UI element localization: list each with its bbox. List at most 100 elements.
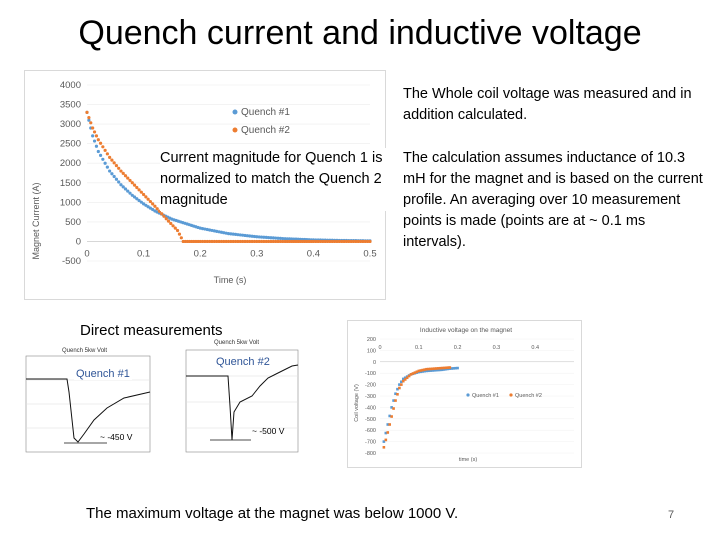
quench2-point	[87, 115, 91, 120]
quench2-point	[212, 239, 216, 244]
quench2-point	[259, 239, 264, 244]
quench1-point	[87, 118, 91, 122]
quench2-point	[126, 176, 130, 180]
voltage-quench2-point	[407, 374, 411, 378]
quench1-point	[259, 235, 264, 239]
quench2-point	[179, 236, 183, 240]
quench2-point	[205, 239, 209, 244]
quench2-point	[198, 239, 202, 244]
voltage-y-tick-label: -800	[365, 451, 376, 457]
voltage-quench1-point	[454, 366, 457, 370]
quench2-point	[94, 134, 99, 138]
quench2-point	[123, 174, 128, 178]
voltage-quench2-point	[392, 407, 395, 410]
voltage-quench1-point	[392, 399, 395, 402]
quench2-point	[142, 192, 146, 197]
conclusion: The maximum voltage at the magnet was be…	[86, 505, 459, 522]
quench1-point	[92, 139, 97, 143]
scope2-trace: Quench 5kw Volt	[185, 340, 299, 453]
x-tick-label: 0.4	[307, 248, 320, 259]
voltage-quench2-point	[419, 369, 423, 372]
quench2-point	[366, 239, 370, 244]
quench2-point	[340, 239, 344, 244]
quench1-point	[269, 236, 273, 240]
quench2-point	[321, 239, 325, 244]
scope2-panel: Quench 5kw Volt	[176, 336, 302, 460]
quench1-point	[105, 165, 109, 169]
quench2-point	[361, 239, 365, 244]
quench2-point	[229, 239, 233, 244]
y-tick-label: 0	[76, 236, 81, 247]
voltage-quench1-point	[382, 440, 386, 443]
voltage-quench2-point	[448, 366, 452, 369]
quench2-point	[262, 239, 266, 244]
voltage-quench2-point	[421, 368, 424, 372]
quench2-point	[342, 239, 346, 244]
quench1-point	[238, 233, 242, 237]
scope1-min-label: ~ -450 V	[100, 432, 133, 442]
scope1-quench-label: Quench #1	[74, 368, 132, 380]
quench2-point	[323, 239, 327, 244]
quench1-point	[96, 149, 100, 154]
quench2-point	[274, 239, 278, 244]
quench1-point	[91, 134, 95, 138]
quench2-point	[271, 239, 275, 244]
quench2-point	[311, 239, 315, 244]
legend: Quench #1 Quench #2	[232, 107, 290, 136]
quench2-point	[368, 239, 372, 244]
quench2-point	[130, 181, 134, 185]
quench2-point	[119, 169, 123, 173]
scope2-voltage-curve	[186, 364, 299, 441]
voltage-legend-marker-quench1	[466, 393, 470, 397]
quench1-point	[123, 187, 128, 191]
y-tick-label: -500	[62, 256, 81, 267]
quench2-point	[278, 239, 282, 244]
quench2-point	[85, 110, 89, 114]
voltage-quench2-point	[411, 372, 415, 375]
voltage-quench1-point	[396, 387, 399, 391]
voltage-quench1-point	[436, 368, 440, 372]
voltage-quench2-point	[415, 370, 419, 374]
legend-marker-quench2	[232, 127, 238, 133]
quench2-point	[219, 239, 224, 244]
quench2-point	[121, 171, 125, 175]
quench1-point	[108, 169, 112, 173]
normalization-note: Current magnitude for Quench 1 is normal…	[160, 148, 394, 211]
voltage-quench1-point	[429, 369, 432, 372]
quench2-point	[264, 239, 268, 244]
quench1-point	[114, 177, 119, 181]
quench2-point	[117, 166, 121, 170]
quench1-point	[264, 235, 268, 240]
quench1-point	[250, 234, 254, 238]
quench2-point	[281, 239, 285, 244]
quench2-point	[276, 239, 280, 244]
voltage-y-tick-label: -400	[365, 405, 376, 411]
quench1-point	[128, 191, 132, 195]
quench1-point	[110, 172, 114, 176]
quench2-point	[316, 239, 320, 244]
voltage-quench1-point	[384, 431, 388, 435]
y-tick-label: 3500	[60, 100, 81, 111]
quench1-point	[119, 183, 123, 187]
quench1-point	[139, 200, 143, 204]
quench2-point	[177, 232, 182, 236]
scope2-plot-frame	[185, 349, 299, 453]
scope1-panel: Quench 5kw Volt	[12, 344, 154, 460]
quench2-point	[101, 145, 105, 149]
quench1-point	[241, 233, 245, 237]
quench1-point	[266, 235, 271, 240]
quench2-point	[164, 217, 168, 221]
quench1-point	[132, 195, 137, 199]
quench1-point	[255, 235, 259, 239]
quench2-point	[153, 204, 157, 208]
voltage-quench2-point	[417, 369, 421, 373]
x-axis-label: Time (s)	[214, 275, 247, 285]
quench2-point	[245, 239, 249, 244]
y-tick-label: 500	[65, 217, 81, 228]
slide-title: Quench current and inductive voltage	[78, 14, 642, 52]
quench2-point	[238, 239, 242, 244]
quench1-point	[112, 174, 116, 179]
legend-label-quench1: Quench #1	[241, 107, 290, 118]
scope2-title: Quench 5kw Volt	[214, 340, 259, 346]
quench2-point	[208, 239, 212, 244]
